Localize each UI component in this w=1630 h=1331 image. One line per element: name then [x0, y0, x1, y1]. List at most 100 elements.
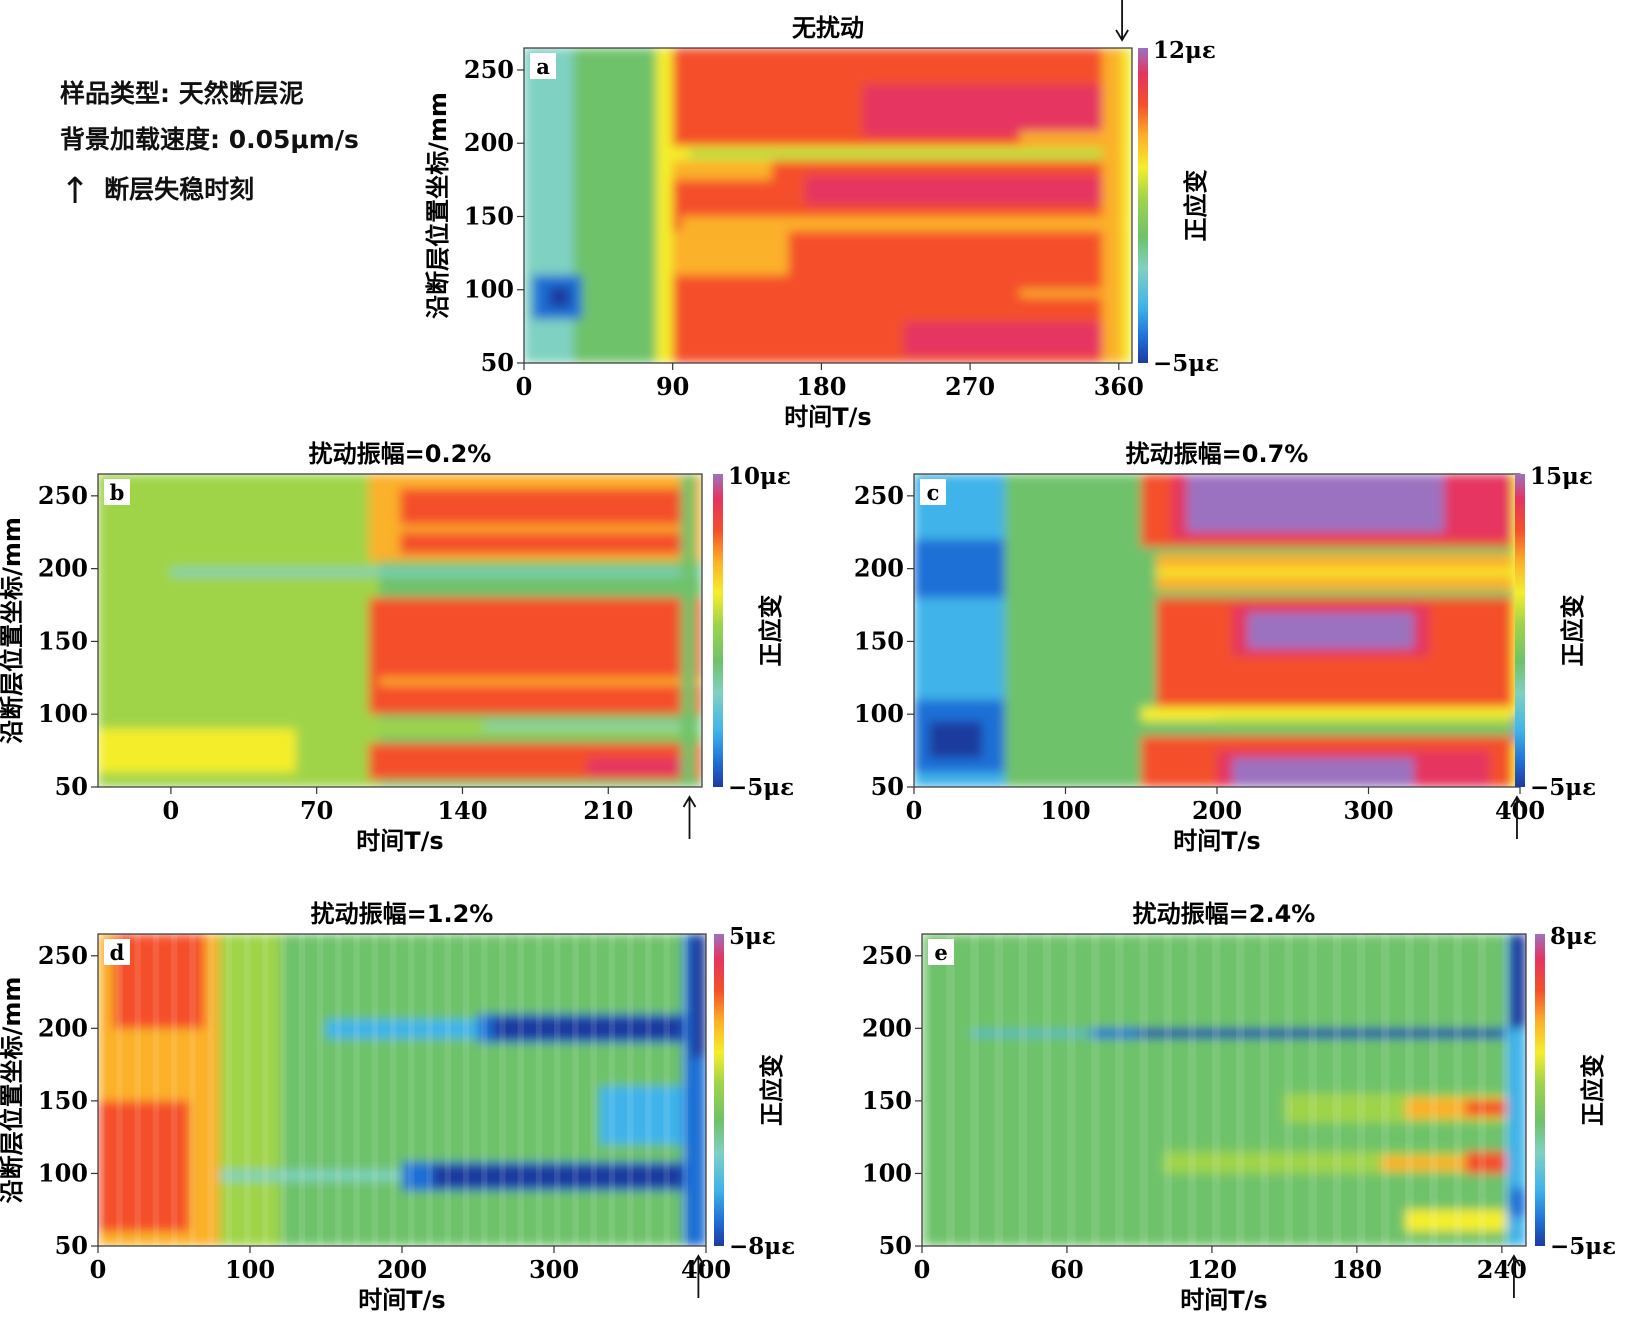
stripe-d-1 [116, 934, 123, 1246]
y-tick-label-b-2: 150 [38, 626, 88, 655]
panel-title-c: 扰动振幅=0.7% [1126, 440, 1309, 468]
stripe-d-15 [371, 934, 379, 1246]
stripe-e-21 [1429, 934, 1438, 1246]
heat-cell-d-10 [219, 1170, 402, 1181]
stripe-e-9 [1139, 934, 1148, 1246]
panel-letter-c: c [927, 480, 940, 505]
instability-arrow-e [1507, 1254, 1521, 1298]
stripe-e-2 [970, 934, 979, 1246]
colorbar-label-c: 正应变 [1559, 595, 1587, 667]
colorbar-d [714, 934, 724, 1246]
stripe-d-18 [426, 934, 433, 1246]
heatmap-field-d [98, 934, 706, 1246]
stripe-d-9 [262, 934, 269, 1246]
y-tick-label-d-4: 250 [38, 941, 88, 970]
up-arrow-icon: ↑ [60, 170, 91, 212]
stripe-e-5 [1042, 934, 1052, 1246]
x-tick-label-c-3: 300 [1343, 796, 1393, 825]
heat-cell-c-13 [1156, 568, 1520, 576]
heat-cell-b-10 [587, 757, 692, 776]
colorbar-label-b: 正应变 [757, 595, 785, 667]
colorbar-a [1138, 48, 1148, 363]
heat-cell-c-8 [1186, 474, 1445, 533]
heat-cell-a-12 [862, 84, 1111, 136]
stripe-d-11 [298, 934, 306, 1246]
heat-cell-c-15 [1217, 718, 1520, 726]
x-tick-label-e-4: 240 [1477, 1255, 1527, 1284]
heat-cell-a-17 [1122, 48, 1132, 363]
stripe-d-2 [134, 934, 141, 1246]
heat-cell-a-16 [1102, 48, 1123, 363]
legend-sample-type: 样品类型: 天然断层泥 [60, 79, 304, 108]
stripe-d-7 [225, 934, 233, 1246]
colorbar-max-d: 5με [729, 923, 776, 950]
stripe-e-8 [1115, 934, 1124, 1246]
heat-cell-d-13 [690, 934, 706, 1058]
colorbar-label-e: 正应变 [1579, 1054, 1607, 1126]
heat-cell-c-3 [929, 721, 983, 758]
y-tick-label-e-4: 250 [862, 941, 912, 970]
heatmap-field-b [98, 474, 702, 787]
heat-cell-e-10 [1405, 1209, 1507, 1232]
panel-letter-box-d [104, 939, 130, 965]
legend-loading-rate: 背景加载速度: 0.05μm/s [60, 125, 359, 154]
y-tick-label-c-4: 250 [854, 481, 904, 510]
stripe-e-23 [1477, 934, 1487, 1246]
y-tick-label-e-1: 100 [862, 1158, 912, 1187]
stripe-d-22 [499, 934, 506, 1246]
legend-instability-label: 断层失稳时刻 [104, 175, 255, 204]
stripe-d-23 [517, 934, 524, 1246]
stripe-e-17 [1332, 934, 1342, 1246]
heat-cell-e-6 [1465, 1100, 1507, 1116]
stripe-d-17 [408, 934, 415, 1246]
panel-letter-box-b [104, 479, 130, 505]
panel-letter-box-c [920, 479, 946, 505]
stripe-e-19 [1381, 934, 1390, 1246]
stripe-d-32 [681, 934, 689, 1246]
colorbar-label-d: 正应变 [758, 1054, 786, 1126]
y-tick-label-a-4: 250 [464, 55, 514, 84]
colorbar-min-a: −5με [1153, 350, 1219, 377]
heatmap-field-e [922, 934, 1526, 1246]
x-tick-label-a-1: 90 [656, 372, 689, 401]
colorbar-max-b: 10με [728, 463, 791, 490]
heat-cell-b-8 [379, 677, 702, 686]
stripe-d-0 [98, 934, 105, 1246]
y-tick-label-b-0: 50 [55, 772, 88, 801]
stripe-d-16 [389, 934, 397, 1246]
heat-cell-d-4 [219, 934, 281, 1246]
stripe-e-3 [994, 934, 1003, 1246]
heat-cell-b-7 [368, 597, 702, 715]
x-tick-label-b-0: 0 [163, 796, 180, 825]
colorbar-min-b: −5με [728, 774, 794, 801]
y-tick-label-e-2: 150 [862, 1086, 912, 1115]
stripe-e-24 [1501, 934, 1511, 1246]
stripe-e-15 [1284, 934, 1293, 1246]
y-tick-label-c-0: 50 [871, 772, 904, 801]
colorbar-min-e: −5με [1550, 1233, 1616, 1260]
x-tick-label-c-0: 0 [906, 796, 923, 825]
stripe-e-11 [1187, 934, 1197, 1246]
stripe-d-27 [590, 934, 597, 1246]
panel-letter-e: e [934, 940, 947, 965]
stripe-d-26 [572, 934, 579, 1246]
colorbar-max-c: 15με [1530, 463, 1593, 490]
heat-cell-b-2 [98, 728, 296, 773]
heat-cell-a-11 [804, 175, 1111, 205]
heat-cell-a-15 [1019, 289, 1119, 298]
x-tick-label-b-1: 70 [300, 796, 333, 825]
stripe-e-4 [1018, 934, 1028, 1246]
x-axis-label-a: 时间T/s [784, 403, 871, 431]
stripe-d-28 [608, 934, 616, 1246]
x-tick-label-d-0: 0 [90, 1255, 107, 1284]
x-tick-label-e-3: 180 [1332, 1255, 1382, 1284]
x-tick-label-e-2: 120 [1187, 1255, 1237, 1284]
panel-b: b 扰动振幅=0.2% 0 70 140 210 50 100 150 200 250 时间T/s 沿断… [0, 440, 794, 855]
panel-letter-a: a [536, 54, 550, 79]
panel-title-d: 扰动振幅=1.2% [311, 900, 494, 928]
heat-cell-a-3 [548, 286, 571, 308]
stripe-d-10 [280, 934, 287, 1246]
x-tick-label-a-0: 0 [516, 372, 533, 401]
x-tick-label-d-1: 100 [225, 1255, 275, 1284]
x-tick-label-d-4: 400 [681, 1255, 731, 1284]
